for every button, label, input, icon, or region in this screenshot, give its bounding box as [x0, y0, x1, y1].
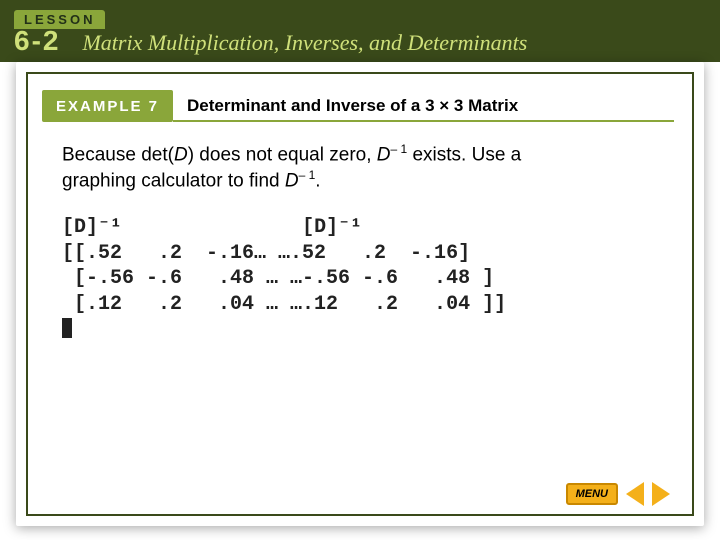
- body-line1b: ) does not equal zero,: [188, 144, 377, 165]
- calc-line4: [.12 .2 .04 … ….12 .2 .04 ]]: [62, 293, 506, 316]
- prev-button[interactable]: [626, 482, 644, 506]
- body-line2b: .: [315, 170, 320, 191]
- body-exp2: – 1: [299, 168, 316, 182]
- header-row: 6-2 Matrix Multiplication, Inverses, and…: [14, 25, 706, 57]
- page-border: EXAMPLE 7 Determinant and Inverse of a 3…: [26, 72, 694, 516]
- example-tab: EXAMPLE 7: [42, 90, 173, 122]
- lesson-number: 6-2: [14, 25, 60, 57]
- example-bar: EXAMPLE 7 Determinant and Inverse of a 3…: [42, 90, 692, 122]
- next-button[interactable]: [652, 482, 670, 506]
- body-line1a: Because det(: [62, 144, 174, 165]
- calculator-output: [D]⁻¹ [D]⁻¹ [[.52 .2 -.16… ….52 .2 -.16]…: [62, 215, 658, 343]
- footer-nav: MENU: [566, 482, 670, 506]
- calc-cursor: [62, 318, 72, 338]
- body-exp1: – 1: [391, 142, 408, 156]
- body-line2a: graphing calculator to find: [62, 170, 285, 191]
- page-card: EXAMPLE 7 Determinant and Inverse of a 3…: [16, 62, 704, 526]
- calc-line2: [[.52 .2 -.16… ….52 .2 -.16]: [62, 242, 470, 265]
- body-var-D3: D: [285, 170, 299, 191]
- example-title: Determinant and Inverse of a 3 × 3 Matri…: [173, 90, 674, 122]
- body-var-D2: D: [377, 144, 391, 165]
- chapter-title: Matrix Multiplication, Inverses, and Det…: [82, 30, 527, 56]
- menu-button[interactable]: MENU: [566, 483, 618, 505]
- body-var-D1: D: [174, 144, 188, 165]
- body-line1c: exists. Use a: [407, 144, 521, 165]
- body-text: Because det(D) does not equal zero, D– 1…: [28, 142, 692, 193]
- calc-line1: [D]⁻¹ [D]⁻¹: [62, 216, 362, 239]
- calc-line3: [-.56 -.6 .48 … …-.56 -.6 .48 ]: [62, 267, 494, 290]
- header-band: LESSON 6-2 Matrix Multiplication, Invers…: [0, 0, 720, 62]
